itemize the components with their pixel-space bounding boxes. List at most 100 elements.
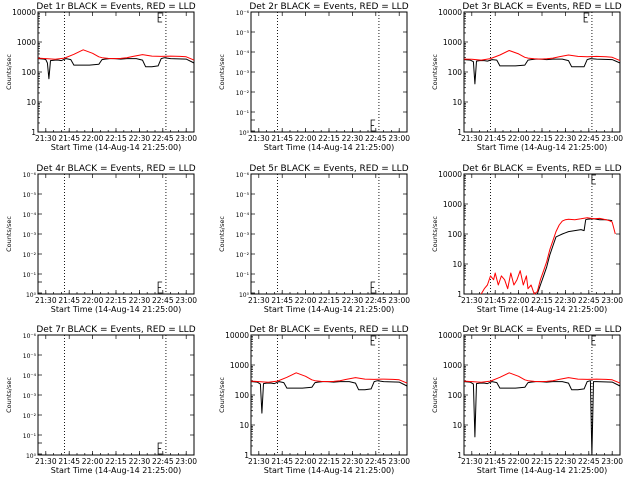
y-tick-label: 10⁻²	[236, 252, 250, 259]
x-tick-label: 22:30	[342, 457, 364, 466]
series-lld-line	[250, 372, 408, 384]
y-tick-label: 1000	[17, 38, 36, 47]
y-tick-label: 10⁻⁴	[23, 373, 37, 380]
x-tick-label: 22:30	[342, 134, 364, 143]
y-tick-label: 1000	[443, 361, 462, 370]
x-tick-label: 22:45	[152, 457, 174, 466]
x-tick-label: 22:15	[531, 296, 553, 305]
y-tick-label: 100	[22, 68, 37, 77]
x-tick-label: 22:15	[318, 296, 340, 305]
y-tick-label: 100	[448, 230, 463, 239]
plot-frame	[250, 173, 408, 295]
y-axis-title: Counts/sec	[218, 54, 226, 90]
x-tick-label: 22:00	[295, 296, 317, 305]
y-tick-label: 10⁻¹	[23, 272, 37, 279]
plot-frame	[250, 334, 408, 456]
x-tick-label: 23:00	[601, 296, 623, 305]
x-tick-label: 23:00	[175, 457, 197, 466]
series-lld-line	[480, 217, 616, 295]
x-tick-label: 21:45	[484, 134, 506, 143]
y-tick-label: 1000	[230, 361, 249, 370]
plot-frame	[463, 11, 621, 133]
y-tick-label: 10⁻⁴	[236, 212, 250, 219]
y-tick-label: 10⁻¹	[236, 272, 250, 279]
x-axis-title: Start Time (14-Aug-14 21:25:00)	[51, 143, 182, 152]
y-tick-label: 10⁻³	[23, 232, 37, 239]
panel-det-4r: Det 4r BLACK = Events, RED = LLD 21:30 21:…	[5, 164, 197, 314]
y-tick-label: 1	[244, 451, 249, 460]
chart-title: Det 4r BLACK = Events, RED = LLD	[36, 164, 195, 174]
y-tick-label: 10⁻¹	[236, 110, 250, 117]
y-tick-label: 10000	[225, 331, 249, 340]
x-tick-label: 22:30	[129, 457, 151, 466]
y-tick-label: 10000	[438, 170, 462, 179]
series-lld-line	[463, 372, 621, 384]
y-tick-label: 10⁻⁵	[236, 30, 250, 37]
y-tick-label: 10⁻⁴	[23, 212, 37, 219]
y-tick-label: 100	[448, 391, 463, 400]
y-axis-title: Counts/sec	[431, 377, 439, 413]
chart-title: Det 9r BLACK = Events, RED = LLD	[462, 325, 621, 335]
bracket-marker-left	[250, 119, 255, 132]
x-tick-label: 21:30	[248, 134, 270, 143]
y-tick-label: 10	[26, 98, 36, 107]
y-tick-label: 10⁰	[239, 292, 250, 299]
y-tick-label: 10⁻¹	[23, 433, 37, 440]
x-tick-label: 22:00	[82, 296, 104, 305]
plot-frame	[37, 173, 195, 295]
y-axis-title: Counts/sec	[218, 377, 226, 413]
x-tick-label: 21:45	[271, 296, 293, 305]
x-tick-label: 22:30	[555, 457, 577, 466]
x-axis-title: Start Time (14-Aug-14 21:25:00)	[264, 143, 395, 152]
panel-det-9r: Det 9r BLACK = Events, RED = LLD 21:30 21:…	[431, 325, 623, 475]
chart-title: Det 6r BLACK = Events, RED = LLD	[462, 164, 621, 174]
y-tick-label: 10	[239, 421, 249, 430]
x-axis-title: Start Time (14-Aug-14 21:25:00)	[264, 466, 395, 475]
x-tick-label: 23:00	[388, 296, 410, 305]
bracket-marker-left	[250, 281, 255, 294]
x-axis-title: Start Time (14-Aug-14 21:25:00)	[264, 305, 395, 314]
x-tick-label: 21:30	[461, 134, 483, 143]
panel-det-1r: Det 1r BLACK = Events, RED = LLD 21:30 21:…	[5, 2, 197, 152]
y-tick-label: 10⁻²	[23, 413, 37, 420]
x-tick-label: 22:30	[555, 134, 577, 143]
y-tick-label: 100	[448, 68, 463, 77]
y-tick-label: 1000	[443, 200, 462, 209]
y-tick-label: 10⁻³	[236, 232, 250, 239]
x-tick-label: 22:00	[295, 134, 317, 143]
y-tick-label: 1	[457, 128, 462, 137]
y-axis-title: Counts/sec	[431, 54, 439, 90]
y-tick-label: 10⁻⁶	[236, 172, 250, 179]
series-events-line	[463, 58, 621, 85]
y-tick-label: 10⁻⁵	[23, 353, 37, 360]
x-tick-label: 23:00	[175, 134, 197, 143]
y-tick-label: 10⁻⁵	[23, 192, 37, 199]
y-tick-label: 10000	[438, 331, 462, 340]
x-tick-label: 22:30	[129, 134, 151, 143]
x-axis-title: Start Time (14-Aug-14 21:25:00)	[51, 305, 182, 314]
x-tick-label: 23:00	[601, 134, 623, 143]
chart-title: Det 5r BLACK = Events, RED = LLD	[249, 164, 408, 174]
y-tick-label: 10⁰	[26, 453, 37, 460]
x-tick-label: 21:45	[484, 296, 506, 305]
x-axis-title: Start Time (14-Aug-14 21:25:00)	[477, 466, 608, 475]
x-tick-label: 23:00	[388, 457, 410, 466]
x-tick-label: 22:15	[105, 296, 127, 305]
y-axis-title: Counts/sec	[5, 54, 13, 90]
series-events-line	[37, 57, 195, 80]
series-events-line	[463, 380, 621, 456]
series-lld-line	[37, 49, 195, 61]
x-tick-label: 21:30	[461, 296, 483, 305]
x-tick-label: 22:15	[531, 457, 553, 466]
chart-title: Det 7r BLACK = Events, RED = LLD	[36, 325, 195, 335]
x-tick-label: 22:45	[365, 134, 387, 143]
x-tick-label: 22:00	[82, 457, 104, 466]
x-tick-label: 22:45	[578, 457, 600, 466]
x-tick-label: 22:15	[318, 134, 340, 143]
y-tick-label: 10⁻²	[23, 252, 37, 259]
x-tick-label: 22:45	[578, 296, 600, 305]
panel-det-7r: Det 7r BLACK = Events, RED = LLD 21:30 21:…	[5, 325, 197, 475]
bracket-marker-left	[37, 442, 42, 455]
x-tick-label: 21:30	[35, 457, 57, 466]
